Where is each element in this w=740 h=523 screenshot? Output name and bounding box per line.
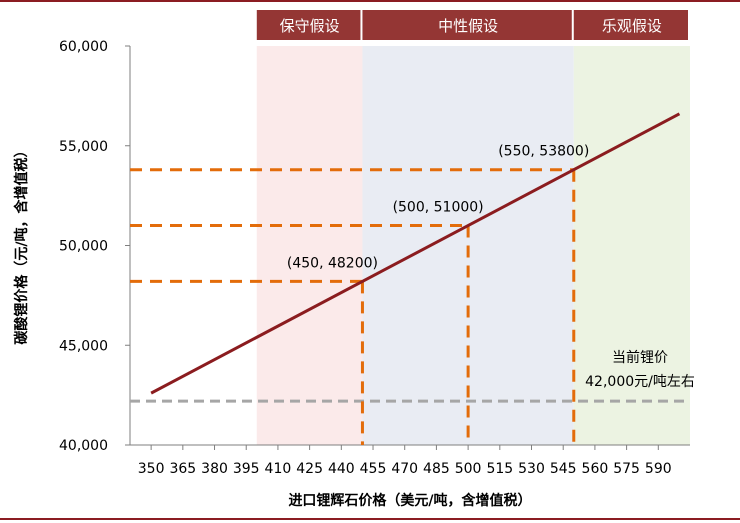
series-lines: [150, 112, 681, 395]
x-tick-label: 590: [645, 461, 672, 477]
guide-lines: [130, 168, 690, 445]
x-axis-title: 进口锂辉石价格（美元/吨，含增值税）: [288, 492, 531, 509]
annotations: (450, 48200) (500, 51000) (550, 53800) 当前锂价…: [287, 144, 695, 390]
current-price-annotation: 当前锂价: [612, 349, 668, 366]
scenario-band-headers: 保守假设 中性假设 乐观假设: [256, 10, 688, 40]
x-tick-label: 515: [486, 461, 513, 477]
x-tick-label: 455: [360, 461, 387, 477]
point-label: (500, 51000): [393, 200, 484, 216]
scenario-band-1: [256, 46, 363, 445]
scenario-header-label: 中性假设: [438, 17, 498, 35]
x-tick-label: 425: [296, 461, 323, 477]
x-tick-label: 545: [550, 461, 577, 477]
y-tick-label: 45,000: [59, 338, 108, 354]
scenario-band-2: [362, 46, 574, 445]
scenario-bands: [256, 46, 690, 445]
x-tick-label: 560: [582, 461, 609, 477]
scenario-header-label: 乐观假设: [602, 17, 662, 35]
x-tick-label: 395: [233, 461, 260, 477]
x-tick-label: 350: [138, 461, 165, 477]
y-tick-label: 40,000: [59, 438, 108, 454]
scenario-header-3: [573, 10, 688, 40]
x-tick-label: 365: [169, 461, 196, 477]
y-tick-label: 50,000: [59, 239, 108, 255]
x-tick-label: 410: [265, 461, 292, 477]
y-axis-title: 碳酸锂价格（元/吨，含增值税）: [13, 143, 30, 344]
x-tick-label: 440: [328, 461, 355, 477]
x-tick-label: 530: [518, 461, 545, 477]
x-tick-label: 380: [201, 461, 228, 477]
x-tick-label: 500: [455, 461, 482, 477]
point-label: (550, 53800): [498, 144, 589, 160]
y-tick-label: 60,000: [59, 39, 108, 55]
x-tick-label: 485: [423, 461, 450, 477]
scenario-band-3: [573, 46, 690, 445]
point-label: (450, 48200): [287, 255, 378, 271]
bottom-border-line: [0, 518, 740, 520]
current-price-annotation: 42,000元/吨左右: [585, 374, 695, 390]
price-series-line: [150, 112, 681, 395]
scenario-header-label: 保守假设: [280, 17, 340, 35]
x-tick-label: 575: [613, 461, 640, 477]
scenario-header-1: [256, 10, 361, 40]
y-tick-label: 55,000: [59, 139, 108, 155]
scenario-header-2: [362, 10, 572, 40]
x-tick-label: 470: [391, 461, 418, 477]
axes: 40,000 45,000 50,000 55,000 60,000 350 365 380 3…: [59, 39, 690, 477]
top-border-line: [0, 0, 740, 2]
